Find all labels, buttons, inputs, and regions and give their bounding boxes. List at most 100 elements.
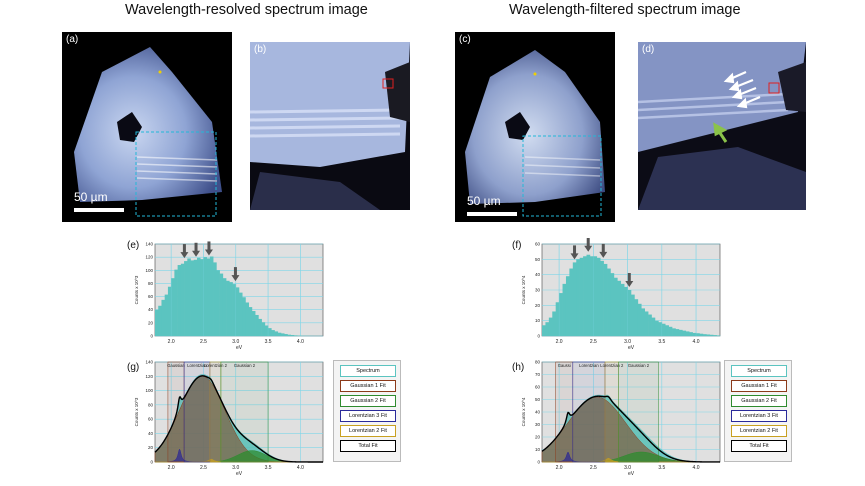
y-tick-label: 10 [535, 318, 541, 323]
arrow-shaft [627, 273, 631, 282]
chart-e: 2.0 2.5 3.0 3.5 4.0 0 20 40 60 80 100 120 140 eV Count… [134, 241, 324, 351]
scale-text-c: 50 µm [467, 194, 501, 208]
y-tick-label: 0 [150, 460, 153, 465]
y-axis-label: Counts x 10^4 [521, 397, 526, 426]
x-tick-label: 2.0 [556, 339, 563, 345]
x-tick-label: 4.0 [297, 339, 304, 345]
fit-region-label: Lorentzian 2 [204, 363, 228, 368]
bar [281, 333, 285, 336]
bar [603, 263, 608, 336]
y-tick-label: 120 [145, 255, 153, 260]
arrow-shaft [573, 245, 577, 255]
micrograph-c-image [465, 50, 605, 217]
bar [555, 302, 560, 336]
arrow-shaft [233, 267, 237, 277]
x-tick-label: 3.0 [624, 465, 631, 471]
fit-region-label: Gaussi [558, 363, 571, 368]
fit-region [572, 361, 606, 463]
chart-h: 2.0 2.5 3.0 3.5 4.0 0 10 20 30 40 50 60 70 80 eV Counts… [521, 360, 721, 477]
x-tick-label: 4.0 [693, 339, 700, 345]
y-tick-label: 50 [535, 257, 541, 262]
y-axis-label: Counts x 10^3 [134, 397, 139, 426]
bar [586, 254, 591, 336]
annotation-arrow [192, 242, 201, 257]
green-arrow [713, 122, 728, 143]
x-tick-label: 4.0 [297, 465, 304, 471]
arrow-shaft [207, 241, 211, 251]
bar [155, 309, 159, 336]
bar [641, 308, 645, 336]
bar [203, 257, 207, 336]
bar [607, 268, 611, 336]
y-tick-label: 40 [148, 431, 154, 436]
arrow-head [180, 252, 189, 259]
bar [600, 260, 604, 336]
bar [174, 269, 178, 336]
x-tick-label: 3.5 [658, 465, 665, 471]
bar [222, 278, 227, 336]
bar [552, 311, 556, 336]
fit-region-label: Lorentzian 2 [600, 363, 624, 368]
bar [258, 318, 262, 336]
bar [675, 329, 680, 336]
y-tick-label: 40 [535, 410, 541, 415]
micrograph-d-image [638, 42, 806, 210]
y-tick-label: 60 [535, 242, 541, 247]
y-tick-label: 20 [535, 303, 541, 308]
y-tick-label: 10 [535, 447, 541, 452]
panel-label-b: (b) [254, 44, 267, 55]
bar [665, 325, 669, 336]
fit-region [220, 361, 269, 463]
bar [562, 283, 567, 336]
annotation-arrow [204, 241, 213, 256]
y-tick-label: 140 [145, 360, 153, 365]
bar [702, 334, 707, 336]
panel-label-h: (h) [512, 362, 525, 373]
annotation-arrow [231, 267, 240, 282]
bar [271, 330, 275, 336]
region-box-d [768, 82, 780, 94]
bar [274, 331, 279, 336]
fit-region-label: Gaussian [167, 363, 185, 368]
bar [548, 317, 553, 336]
x-axis-label: eV [236, 471, 243, 477]
bar [668, 326, 673, 336]
x-tick-label: 2.0 [168, 339, 175, 345]
y-tick-label: 60 [148, 417, 154, 422]
annotation-arrow [584, 238, 593, 252]
x-tick-label: 3.5 [658, 339, 665, 345]
bar [613, 277, 618, 336]
bar [264, 325, 269, 336]
bar [261, 322, 266, 336]
bar [651, 317, 656, 336]
arrow-shaft [182, 244, 186, 254]
arrow-shaft [194, 242, 198, 252]
arrow-head [599, 251, 608, 258]
x-tick-label: 2.0 [168, 465, 175, 471]
micrograph-d: (d) [638, 42, 806, 210]
zoom-box-c [522, 135, 602, 217]
y-axis-label: Counts x 10^3 [134, 275, 139, 304]
bar [545, 322, 550, 336]
y-tick-label: 80 [148, 281, 154, 286]
bar [219, 273, 224, 336]
x-tick-label: 2.5 [590, 339, 597, 345]
micrograph-c: (c) 50 µm [455, 32, 615, 222]
bar [716, 335, 721, 336]
bar [579, 257, 584, 336]
bar [239, 292, 243, 336]
annotation-arrow [180, 244, 189, 259]
bar [678, 329, 683, 336]
micrograph-b-image [250, 42, 410, 210]
arrow-head [204, 249, 213, 256]
bar [682, 330, 687, 336]
y-tick-label: 20 [535, 435, 541, 440]
scale-text-a: 50 µm [74, 190, 108, 204]
annotation-arrow [599, 243, 608, 258]
fit-region [618, 361, 659, 463]
y-tick-label: 0 [537, 460, 540, 465]
x-axis-label: eV [628, 345, 635, 351]
legend-lorentzian2: Lorentzian 2 Fit [731, 425, 787, 437]
bar [569, 268, 574, 336]
bar [167, 286, 172, 336]
